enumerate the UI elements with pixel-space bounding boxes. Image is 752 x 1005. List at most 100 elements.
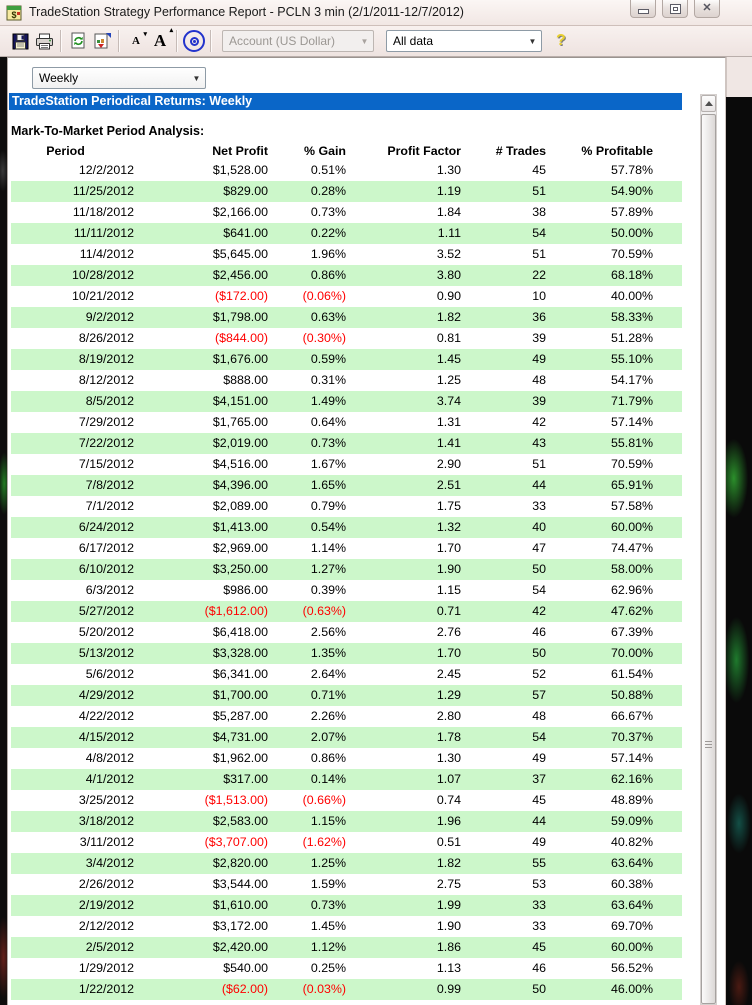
toolbar-separator [176, 30, 178, 52]
table-row: 2/5/2012 $2,420.00 1.12% 1.86 45 60.00% [11, 937, 682, 958]
table-row: 3/4/2012 $2,820.00 1.25% 1.82 55 63.64% [11, 853, 682, 874]
table-row: 7/15/2012 $4,516.00 1.67% 2.90 51 70.59% [11, 454, 682, 475]
period-cell: 3/25/2012 [78, 793, 134, 807]
profit-factor-cell: 1.99 [436, 898, 461, 912]
profitable-cell: 69.70% [610, 919, 653, 933]
period-cell: 2/12/2012 [78, 919, 134, 933]
maximize-button[interactable] [662, 0, 688, 18]
increase-font-button[interactable]: A ▴ [148, 26, 174, 53]
table-row: 10/28/2012 $2,456.00 0.86% 3.80 22 68.18% [11, 265, 682, 286]
gain-cell: 2.64% [310, 667, 346, 681]
target-button[interactable] [182, 29, 206, 53]
profitable-cell: 57.78% [610, 163, 653, 177]
net-profit-cell: ($1,513.00) [204, 793, 268, 807]
net-profit-cell: $4,151.00 [212, 394, 268, 408]
profit-factor-cell: 1.29 [436, 688, 461, 702]
scroll-up-icon [704, 101, 713, 106]
gain-cell: 0.54% [310, 520, 346, 534]
table-row: 11/25/2012 $829.00 0.28% 1.19 51 54.90% [11, 181, 682, 202]
period-cell: 11/25/2012 [72, 184, 134, 198]
chevron-down-icon: ▼ [528, 36, 537, 46]
profit-factor-cell: 1.82 [436, 310, 461, 324]
column-header-profit-factor: Profit Factor [387, 144, 461, 158]
trades-cell: 45 [532, 163, 546, 177]
refresh-report-button[interactable] [66, 29, 90, 53]
profitable-cell: 55.10% [610, 352, 653, 366]
period-cell: 11/4/2012 [79, 247, 134, 261]
table-row: 4/1/2012 $317.00 0.14% 1.07 37 62.16% [11, 769, 682, 790]
profitable-cell: 57.14% [610, 751, 653, 765]
minimize-button[interactable] [630, 0, 656, 18]
trades-cell: 45 [532, 940, 546, 954]
profit-factor-cell: 1.75 [436, 499, 461, 513]
export-report-button[interactable] [90, 29, 114, 53]
decrease-font-button[interactable]: A ▾ [124, 29, 148, 53]
scrollbar-thumb[interactable] [701, 114, 716, 1004]
table-row: 8/19/2012 $1,676.00 0.59% 1.45 49 55.10% [11, 349, 682, 370]
column-header-profitable: % Profitable [581, 144, 653, 158]
period-selector-dropdown[interactable]: Weekly ▼ [32, 67, 206, 89]
save-button[interactable] [8, 29, 32, 53]
scrollbar-grip-icon [705, 741, 712, 749]
report-pane: Weekly ▼ TradeStation Periodical Returns… [7, 57, 726, 1005]
net-profit-cell: ($844.00) [214, 331, 268, 345]
period-cell: 12/2/2012 [78, 163, 134, 177]
toolbar-separator [210, 30, 212, 52]
trades-cell: 50 [532, 562, 546, 576]
gain-cell: 0.22% [310, 226, 346, 240]
periodical-returns-table: Period Net Profit % Gain Profit Factor # Tra… [11, 142, 682, 1000]
gain-cell: (0.06%) [302, 289, 346, 303]
export-report-icon [94, 33, 111, 49]
net-profit-cell: $540.00 [223, 961, 268, 975]
gain-cell: 0.28% [310, 184, 346, 198]
period-cell: 11/18/2012 [72, 205, 134, 219]
scroll-up-button[interactable] [701, 95, 716, 112]
profit-factor-cell: 1.82 [436, 856, 461, 870]
table-header-row: Period Net Profit % Gain Profit Factor # Tra… [11, 142, 682, 160]
gain-cell: 1.67% [310, 457, 346, 471]
table-row: 1/22/2012 ($62.00) (0.03%) 0.99 50 46.00% [11, 979, 682, 1000]
profit-factor-cell: 0.81 [436, 331, 461, 345]
net-profit-cell: $1,610.00 [212, 898, 268, 912]
trades-cell: 39 [532, 331, 546, 345]
minimize-icon [637, 9, 649, 14]
profit-factor-cell: 1.25 [436, 373, 461, 387]
trades-cell: 42 [532, 604, 546, 618]
vertical-scrollbar[interactable] [700, 94, 717, 1005]
help-icon[interactable]: ? [556, 32, 566, 49]
profit-factor-cell: 3.80 [436, 268, 461, 282]
period-cell: 4/15/2012 [78, 730, 134, 744]
gain-cell: 1.35% [310, 646, 346, 660]
trades-cell: 46 [532, 625, 546, 639]
gain-cell: (0.03%) [302, 982, 346, 996]
trades-cell: 51 [532, 184, 546, 198]
gain-cell: 0.73% [310, 898, 346, 912]
period-cell: 4/22/2012 [78, 709, 134, 723]
profit-factor-cell: 1.78 [436, 730, 461, 744]
profitable-cell: 51.28% [610, 331, 653, 345]
profit-factor-cell: 1.11 [437, 226, 461, 240]
trades-cell: 10 [532, 289, 546, 303]
increase-font-icon: A ▴ [153, 26, 174, 50]
period-cell: 5/13/2012 [78, 646, 134, 660]
profit-factor-cell: 2.80 [436, 709, 461, 723]
trades-cell: 47 [532, 541, 546, 555]
net-profit-cell: $2,583.00 [212, 814, 268, 828]
period-cell: 7/8/2012 [85, 478, 134, 492]
period-cell: 5/20/2012 [78, 625, 134, 639]
period-cell: 6/3/2012 [85, 583, 134, 597]
period-cell: 4/29/2012 [78, 688, 134, 702]
table-row: 8/26/2012 ($844.00) (0.30%) 0.81 39 51.28% [11, 328, 682, 349]
print-button[interactable] [32, 29, 56, 53]
trades-cell: 42 [532, 415, 546, 429]
net-profit-cell: $6,341.00 [212, 667, 268, 681]
profitable-cell: 71.79% [610, 394, 653, 408]
profit-factor-cell: 2.75 [436, 877, 461, 891]
gain-cell: 1.49% [310, 394, 346, 408]
profitable-cell: 46.00% [610, 982, 653, 996]
profitable-cell: 60.38% [610, 877, 653, 891]
close-button[interactable]: ✕ [694, 0, 720, 18]
profit-factor-cell: 2.45 [436, 667, 461, 681]
data-range-dropdown[interactable]: All data ▼ [386, 30, 542, 52]
